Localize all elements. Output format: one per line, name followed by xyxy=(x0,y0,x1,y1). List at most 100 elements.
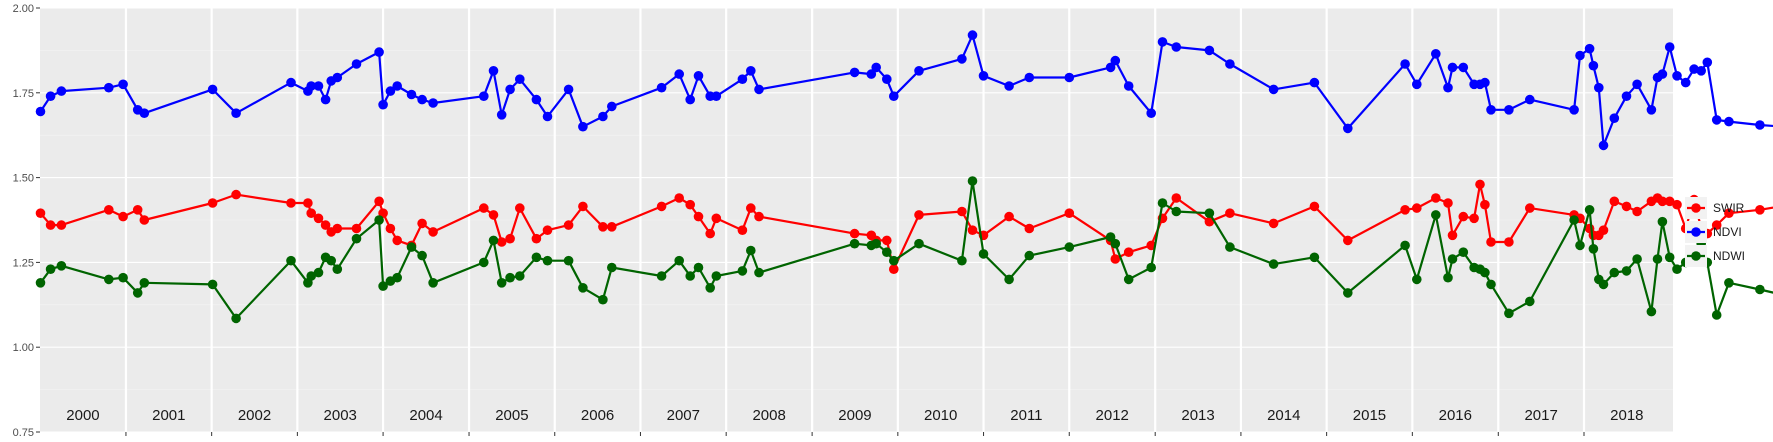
data-point-swir xyxy=(1711,220,1722,230)
data-point-ndvi xyxy=(1268,84,1279,95)
data-point-ndwi xyxy=(1225,242,1235,252)
data-point-ndvi xyxy=(479,91,489,101)
data-point-swir xyxy=(1443,198,1453,208)
data-point-ndvi xyxy=(56,86,67,96)
data-point-swir xyxy=(1469,213,1479,224)
data-point-ndvi xyxy=(351,59,362,69)
year-label: 2003 xyxy=(324,407,357,424)
data-point-ndvi xyxy=(737,74,748,84)
data-point-ndvi xyxy=(598,111,608,122)
data-point-ndvi xyxy=(1204,45,1215,56)
legend-key-point xyxy=(1691,251,1701,261)
data-point-ndvi xyxy=(1632,79,1642,90)
data-point-swir xyxy=(488,210,499,220)
data-point-ndwi xyxy=(1064,242,1075,252)
data-point-swir xyxy=(313,213,324,224)
data-point-ndvi xyxy=(1594,82,1604,93)
y-tick-label: 1.25 xyxy=(13,257,34,269)
data-point-ndvi xyxy=(231,108,241,118)
data-point-swir xyxy=(35,208,46,218)
data-point-ndvi xyxy=(1657,69,1668,79)
data-point-ndvi xyxy=(957,54,967,64)
data-point-swir xyxy=(711,213,722,224)
data-point-ndvi xyxy=(1664,42,1675,52)
data-point-ndvi xyxy=(578,121,588,132)
data-point-ndvi xyxy=(871,62,881,73)
data-point-swir xyxy=(1225,208,1235,218)
year-label: 2008 xyxy=(752,407,785,424)
data-point-ndvi xyxy=(1702,57,1713,68)
data-point-swir xyxy=(563,220,574,230)
data-point-ndvi xyxy=(374,47,384,57)
data-point-ndwi xyxy=(1621,266,1632,276)
data-point-swir xyxy=(118,211,128,222)
data-point-ndvi xyxy=(286,77,296,88)
data-point-ndvi xyxy=(1480,77,1490,88)
data-point-ndwi xyxy=(871,238,881,249)
y-tick-label: 1.00 xyxy=(13,342,34,354)
data-point-ndvi xyxy=(1575,50,1585,61)
data-point-ndwi xyxy=(1412,274,1422,285)
data-point-ndvi xyxy=(866,69,877,79)
data-point-ndwi xyxy=(978,249,989,259)
year-label: 2007 xyxy=(667,407,700,424)
data-point-swir xyxy=(607,222,617,232)
data-point-swir xyxy=(754,211,764,222)
data-point-swir xyxy=(139,215,150,225)
legend-key-point xyxy=(1691,227,1701,237)
data-point-swir xyxy=(914,210,924,220)
data-point-swir xyxy=(1664,196,1675,207)
data-point-swir xyxy=(56,220,67,230)
data-point-ndvi xyxy=(385,86,396,96)
data-point-ndwi xyxy=(479,257,489,268)
data-point-ndvi xyxy=(978,71,989,81)
data-point-ndvi xyxy=(1443,82,1453,93)
data-point-ndwi xyxy=(711,271,722,281)
data-point-swir xyxy=(1480,199,1490,210)
data-point-ndwi xyxy=(705,283,715,293)
data-point-swir xyxy=(1343,235,1353,246)
data-point-ndwi xyxy=(1569,215,1579,225)
data-point-ndvi xyxy=(1105,62,1116,73)
data-point-ndvi xyxy=(1588,60,1599,71)
data-point-ndwi xyxy=(754,267,764,278)
data-point-ndvi xyxy=(306,81,317,91)
year-label: 2013 xyxy=(1181,407,1214,424)
legend-label-ndwi: NDWI xyxy=(1713,249,1745,263)
data-point-swir xyxy=(1609,196,1620,207)
data-point-swir xyxy=(132,205,143,215)
data-point-ndvi xyxy=(711,91,722,101)
data-point-swir xyxy=(1004,211,1014,222)
data-point-ndvi xyxy=(313,81,324,91)
data-point-ndwi xyxy=(1309,252,1320,263)
data-point-swir xyxy=(1204,216,1215,227)
data-point-ndvi xyxy=(1146,108,1156,118)
data-point-ndwi xyxy=(104,274,114,285)
data-point-ndvi xyxy=(378,99,388,110)
data-point-swir xyxy=(967,225,978,235)
data-point-ndvi xyxy=(1711,115,1722,125)
data-point-swir xyxy=(515,203,525,213)
data-point-swir xyxy=(1598,225,1609,235)
y-tick-label: 1.50 xyxy=(13,173,34,185)
data-point-swir xyxy=(674,193,684,203)
data-point-ndwi xyxy=(914,238,924,249)
series-ndwi xyxy=(35,176,1773,324)
data-point-ndwi xyxy=(1504,308,1514,319)
data-point-ndvi xyxy=(406,89,417,100)
data-point-ndwi xyxy=(1609,267,1620,278)
data-point-swir xyxy=(849,228,860,239)
data-point-swir xyxy=(705,228,715,239)
data-point-ndvi xyxy=(754,84,764,95)
data-point-swir xyxy=(45,220,56,230)
data-point-swir xyxy=(1657,196,1668,207)
data-point-ndvi xyxy=(1680,77,1691,88)
data-point-ndwi xyxy=(132,288,143,298)
year-label: 2015 xyxy=(1353,407,1386,424)
data-point-swir xyxy=(685,199,695,210)
data-point-swir xyxy=(374,196,384,207)
data-point-ndvi xyxy=(35,106,46,117)
data-point-ndvi xyxy=(889,91,899,101)
data-point-ndwi xyxy=(515,271,525,281)
data-point-ndwi xyxy=(1204,208,1215,218)
